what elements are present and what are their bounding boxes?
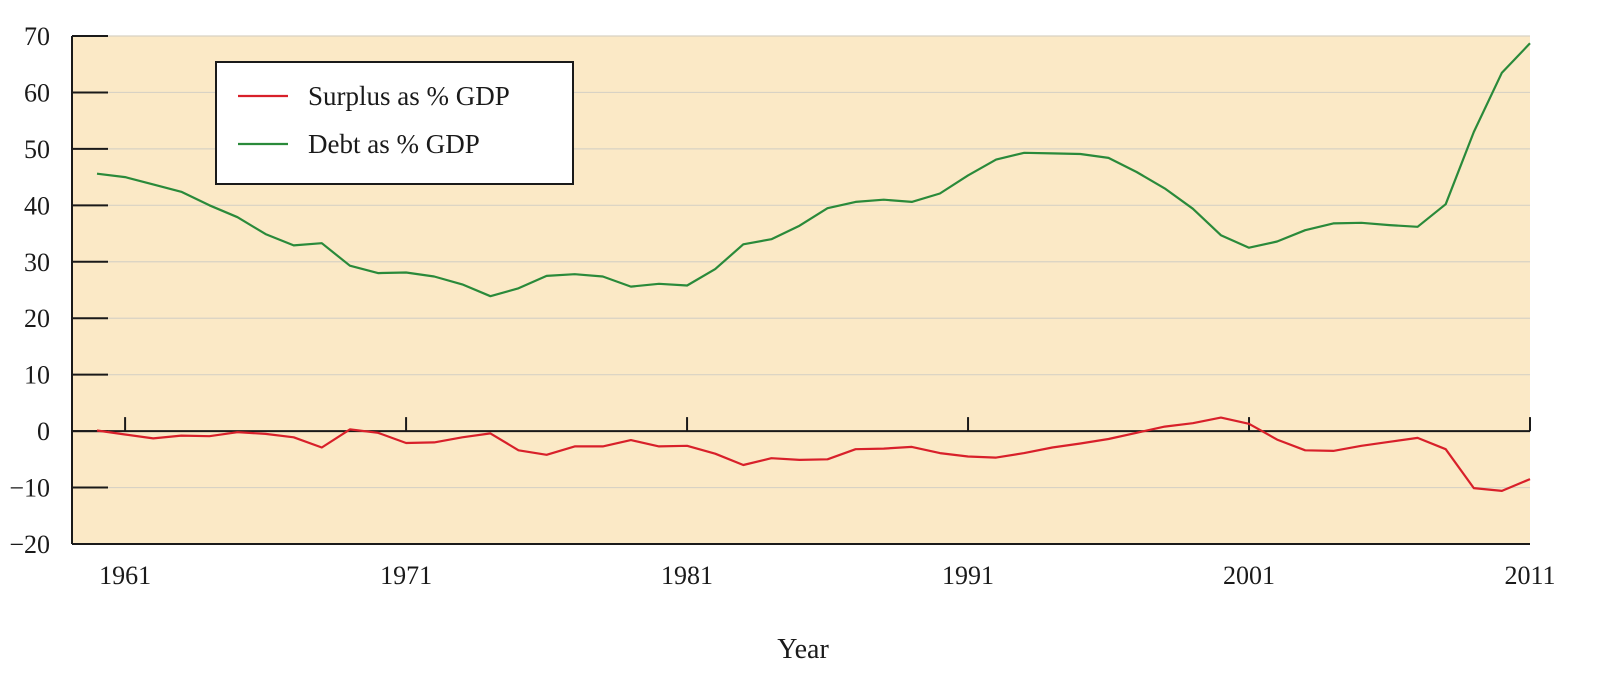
x-axis-title: Year	[777, 634, 829, 665]
legend-box	[215, 61, 574, 185]
gridlines	[72, 35, 1530, 489]
y-tick-label: 30	[24, 248, 50, 277]
series-line-debt	[96, 42, 1531, 298]
x-tick-label: 1981	[661, 561, 713, 590]
legend-label: Surplus as % GDP	[308, 81, 510, 111]
y-tick-label: 20	[24, 304, 50, 333]
x-axis-ticks: 1961 1971 1981 1991 2001 2011	[99, 417, 1556, 590]
axes	[71, 36, 1530, 545]
y-tick-label: 0	[37, 417, 50, 446]
y-tick-label: −10	[9, 474, 50, 503]
y-tick-label: −20	[9, 530, 50, 559]
x-tick-label: 1971	[380, 561, 432, 590]
y-tick-label: 40	[24, 191, 50, 220]
y-tick-label: 50	[24, 135, 50, 164]
x-tick-label: 2001	[1223, 561, 1275, 590]
series-lines	[96, 42, 1531, 492]
x-tick-label: 1961	[99, 561, 151, 590]
y-tick-label: 70	[24, 22, 50, 51]
x-tick-label: 2011	[1504, 561, 1555, 590]
y-tick-label: 10	[24, 361, 50, 390]
legend-label: Debt as % GDP	[308, 129, 480, 159]
series-line-surplus	[96, 416, 1531, 492]
x-tick-label: 1991	[942, 561, 994, 590]
legend: Surplus as % GDP Debt as % GDP	[215, 61, 574, 185]
y-tick-label: 60	[24, 78, 50, 107]
